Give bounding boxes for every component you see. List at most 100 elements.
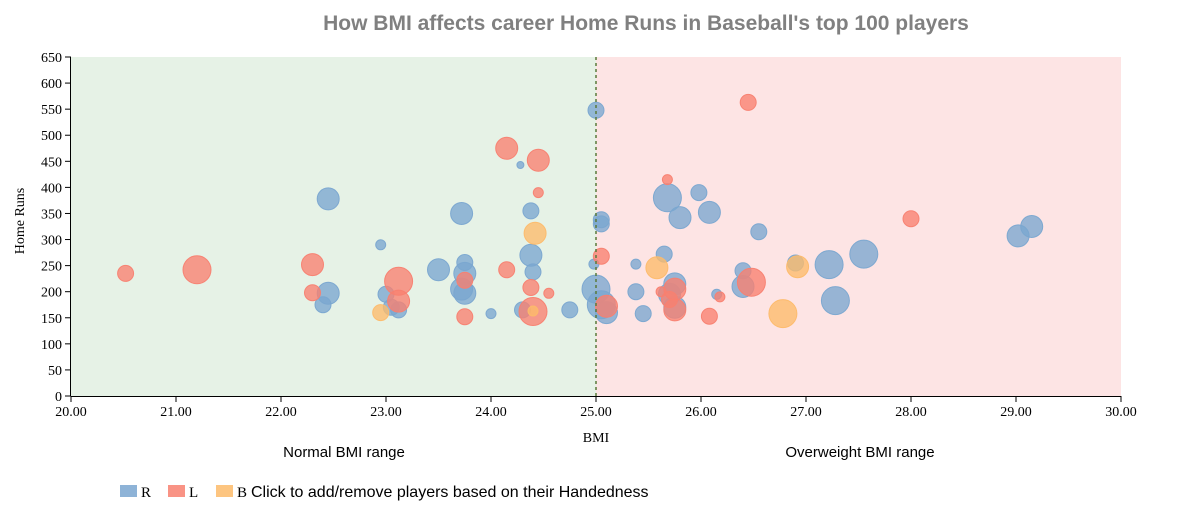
point-L-16[interactable] <box>595 294 618 318</box>
y-tick-13: 650 <box>41 51 71 66</box>
point-R-13[interactable] <box>485 308 497 320</box>
point-L-3[interactable] <box>304 284 321 302</box>
point-L-12[interactable] <box>522 279 540 296</box>
overweight-range-label: Overweight BMI range <box>785 444 934 461</box>
x-tick-label-9: 29.00 <box>1000 405 1032 420</box>
point-L-1[interactable] <box>182 255 212 285</box>
y-tick-label-7: 350 <box>41 207 62 222</box>
point-L-7[interactable] <box>456 308 474 326</box>
x-tick-3: 23.00 <box>370 396 402 420</box>
point-L-8[interactable] <box>495 136 519 160</box>
point-L-15[interactable] <box>592 247 610 265</box>
point-L-11[interactable] <box>498 261 516 279</box>
point-L-25[interactable] <box>736 267 766 297</box>
point-L-2[interactable] <box>301 253 324 277</box>
point-R-41[interactable] <box>750 223 768 241</box>
x-tick-label-10: 30.00 <box>1105 405 1137 420</box>
y-tick-7: 350 <box>41 207 71 222</box>
point-B-3[interactable] <box>645 256 669 280</box>
y-tick-label-8: 400 <box>41 181 62 196</box>
point-R-29[interactable] <box>634 305 652 323</box>
point-B-5[interactable] <box>786 255 810 279</box>
point-L-10[interactable] <box>532 187 544 199</box>
legend-label-R[interactable]: R <box>141 485 151 501</box>
y-tick-label-2: 100 <box>41 338 62 353</box>
x-tick-label-6: 26.00 <box>685 405 717 420</box>
point-R-20[interactable] <box>587 101 605 119</box>
point-B-0[interactable] <box>372 304 390 322</box>
point-R-3[interactable] <box>375 239 387 251</box>
point-R-27[interactable] <box>630 258 642 270</box>
point-R-34[interactable] <box>697 200 721 224</box>
point-L-6[interactable] <box>456 271 474 289</box>
x-axis: 20.00 21.00 22.00 23.00 24.00 25.00 26.00 27.00… <box>55 396 1137 420</box>
legend-item-B[interactable]: B <box>216 485 247 501</box>
y-tick-label-4: 200 <box>41 286 62 301</box>
point-L-20[interactable] <box>663 277 687 301</box>
point-L-5[interactable] <box>387 289 411 313</box>
point-R-16[interactable] <box>519 243 543 267</box>
y-tick-label-1: 50 <box>48 364 62 379</box>
legend-note: Click to add/remove players based on the… <box>251 484 649 501</box>
point-L-9[interactable] <box>526 148 550 172</box>
point-B-2[interactable] <box>527 305 539 317</box>
point-R-8[interactable] <box>450 202 474 225</box>
x-tick-1: 21.00 <box>160 396 192 420</box>
x-tick-label-2: 22.00 <box>265 405 297 420</box>
point-B-1[interactable] <box>523 221 547 245</box>
y-tick-12: 600 <box>41 77 71 92</box>
point-L-17[interactable] <box>661 174 673 186</box>
y-tick-label-9: 450 <box>41 155 62 170</box>
point-L-0[interactable] <box>117 264 135 282</box>
point-R-2[interactable] <box>314 296 332 314</box>
point-B-4[interactable] <box>768 299 798 329</box>
x-tick-4: 24.00 <box>475 396 507 420</box>
x-tick-10: 30.00 <box>1105 396 1137 420</box>
point-R-19[interactable] <box>561 301 579 319</box>
point-R-43[interactable] <box>814 250 844 280</box>
point-R-17[interactable] <box>524 263 542 281</box>
point-R-33[interactable] <box>690 184 708 202</box>
point-R-22[interactable] <box>592 215 610 233</box>
legend-swatch-R[interactable] <box>120 485 137 497</box>
point-R-45[interactable] <box>849 239 879 269</box>
y-tick-label-12: 600 <box>41 77 62 92</box>
x-tick-5: 25.00 <box>580 396 612 420</box>
legend-item-R[interactable]: R <box>120 485 151 501</box>
point-L-22[interactable] <box>700 307 718 325</box>
legend-swatch-B[interactable] <box>216 485 233 497</box>
point-R-47[interactable] <box>1020 215 1044 238</box>
point-L-23[interactable] <box>714 291 726 303</box>
y-tick-1: 50 <box>48 364 71 379</box>
point-R-32[interactable] <box>668 206 692 230</box>
normal-range-label: Normal BMI range <box>283 444 405 461</box>
x-tick-label-7: 27.00 <box>790 405 822 420</box>
x-tick-9: 29.00 <box>1000 396 1032 420</box>
y-tick-label-10: 500 <box>41 129 62 144</box>
y-tick-10: 500 <box>41 129 71 144</box>
y-tick-label-0: 0 <box>55 390 62 405</box>
x-tick-8: 28.00 <box>895 396 927 420</box>
x-tick-label-1: 21.00 <box>160 405 192 420</box>
point-R-7[interactable] <box>427 258 450 282</box>
x-tick-7: 27.00 <box>790 396 822 420</box>
legend-label-L[interactable]: L <box>189 485 198 501</box>
legend-swatch-L[interactable] <box>168 485 185 497</box>
point-R-0[interactable] <box>316 187 340 211</box>
point-R-28[interactable] <box>627 283 645 301</box>
legend-label-B[interactable]: B <box>237 485 247 501</box>
point-R-14[interactable] <box>516 161 525 169</box>
legend-item-L[interactable]: L <box>168 485 198 501</box>
x-tick-label-8: 28.00 <box>895 405 927 420</box>
point-L-26[interactable] <box>902 210 920 228</box>
point-R-44[interactable] <box>820 286 850 316</box>
point-L-13[interactable] <box>543 287 555 299</box>
x-tick-label-0: 20.00 <box>55 405 87 420</box>
point-L-21[interactable] <box>663 298 687 322</box>
y-tick-11: 550 <box>41 103 71 118</box>
point-R-15[interactable] <box>522 202 540 220</box>
point-L-24[interactable] <box>739 93 757 111</box>
y-tick-label-13: 650 <box>41 51 62 66</box>
